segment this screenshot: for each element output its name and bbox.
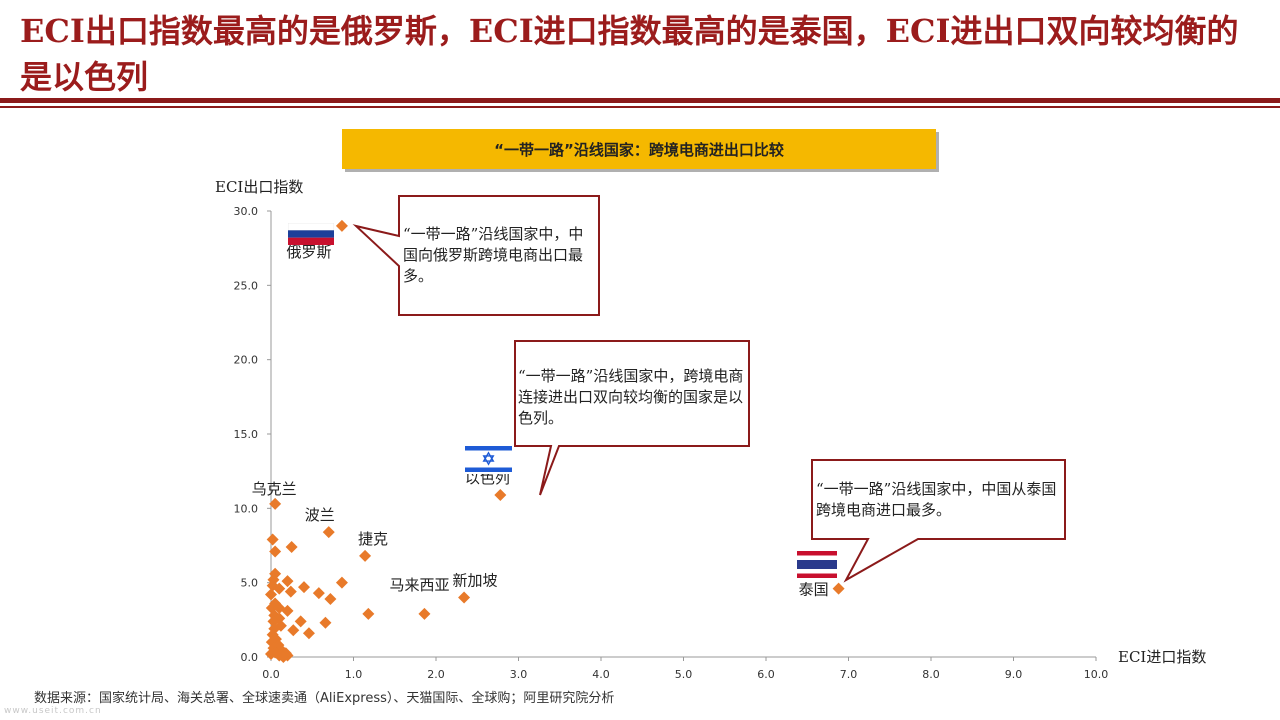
data-point [324, 593, 337, 606]
data-point-labeled [269, 497, 282, 510]
thailand-flag-icon [797, 551, 837, 578]
x-axis-title: ECI进口指数 [1118, 648, 1207, 666]
data-point [287, 624, 300, 637]
watermark: www.useit.com.cn [4, 706, 102, 716]
point-label: 乌克兰 [252, 480, 297, 498]
x-tick-label: 1.0 [345, 668, 363, 681]
callouts-layer [352, 195, 1066, 583]
x-tick-label: 9.0 [1005, 668, 1023, 681]
data-point [319, 616, 332, 629]
data-point [285, 540, 298, 553]
point-label: 波兰 [305, 506, 335, 524]
data-point [302, 627, 315, 640]
data-point [265, 588, 277, 601]
y-tick-label: 30.0 [234, 205, 259, 218]
x-tick-label: 7.0 [840, 668, 858, 681]
callout-israel-box [514, 340, 750, 496]
chart-title: “一带一路”沿线国家：跨境电商进出口比较 [494, 140, 784, 159]
data-point-labeled [458, 591, 471, 604]
data-point [281, 604, 294, 617]
data-point [362, 607, 375, 620]
data-source-note: 数据来源：国家统计局、海关总署、全球速卖通（AliExpress）、天猫国际、全… [34, 691, 615, 706]
chart-title-banner: “一带一路”沿线国家：跨境电商进出口比较 [342, 129, 936, 169]
x-tick-label: 4.0 [592, 668, 610, 681]
x-tick-label: 2.0 [427, 668, 445, 681]
y-axis-title: ECI出口指数 [215, 178, 304, 196]
data-point [298, 581, 310, 594]
data-point-labeled [832, 582, 845, 595]
y-tick-label: 15.0 [234, 428, 259, 441]
data-point [312, 587, 325, 600]
callout-thailand-text: “一带一路”沿线国家中，中国从泰国跨境电商进口最多。 [816, 480, 1057, 519]
data-point [281, 575, 294, 588]
callout-russia-text: “一带一路”沿线国家中，中国向俄罗斯跨境电商出口最多。 [403, 225, 584, 285]
data-point [277, 651, 290, 663]
israel-flag-icon [465, 444, 512, 474]
point-label: 马来西亚 [389, 576, 449, 594]
slide-title: ECI出口指数最高的是俄罗斯，ECI进口指数最高的是泰国，ECI进出口双向较均衡… [20, 12, 1239, 96]
x-tick-label: 5.0 [675, 668, 693, 681]
callout-israel-text: “一带一路”沿线国家中，跨境电商连接进出口双向较均衡的国家是以色列。 [518, 367, 744, 427]
y-tick-label: 0.0 [241, 651, 259, 664]
data-point-labeled [335, 219, 348, 232]
y-tick-label: 5.0 [241, 577, 259, 590]
point-label: 俄罗斯 [286, 243, 331, 261]
russia-flag-icon [288, 223, 334, 245]
title-divider-thick [0, 98, 1280, 103]
y-tick-label: 20.0 [234, 354, 259, 367]
x-tick-label: 6.0 [757, 668, 775, 681]
data-point [294, 615, 307, 628]
x-tick-label: 0.0 [262, 668, 280, 681]
y-tick-label: 25.0 [234, 279, 259, 292]
point-label: 捷克 [358, 530, 388, 548]
callout-thailand-box [811, 459, 1066, 583]
data-point-labeled [322, 526, 335, 539]
data-point [335, 576, 348, 589]
data-point [265, 648, 277, 661]
title-divider-thin [0, 106, 1280, 108]
data-point-labeled [494, 488, 507, 501]
point-label: 泰国 [799, 581, 829, 599]
x-tick-label: 8.0 [922, 668, 940, 681]
y-tick-label: 10.0 [234, 502, 259, 515]
data-point-labeled [359, 549, 372, 562]
x-tick-label: 10.0 [1084, 668, 1109, 681]
callout-russia-box [352, 195, 600, 316]
data-point [266, 533, 279, 546]
x-tick-label: 3.0 [510, 668, 528, 681]
data-point [273, 582, 286, 595]
data-point-labeled [418, 607, 431, 620]
data-point [284, 585, 297, 598]
data-point [269, 545, 282, 558]
point-label: 新加坡 [453, 572, 498, 590]
